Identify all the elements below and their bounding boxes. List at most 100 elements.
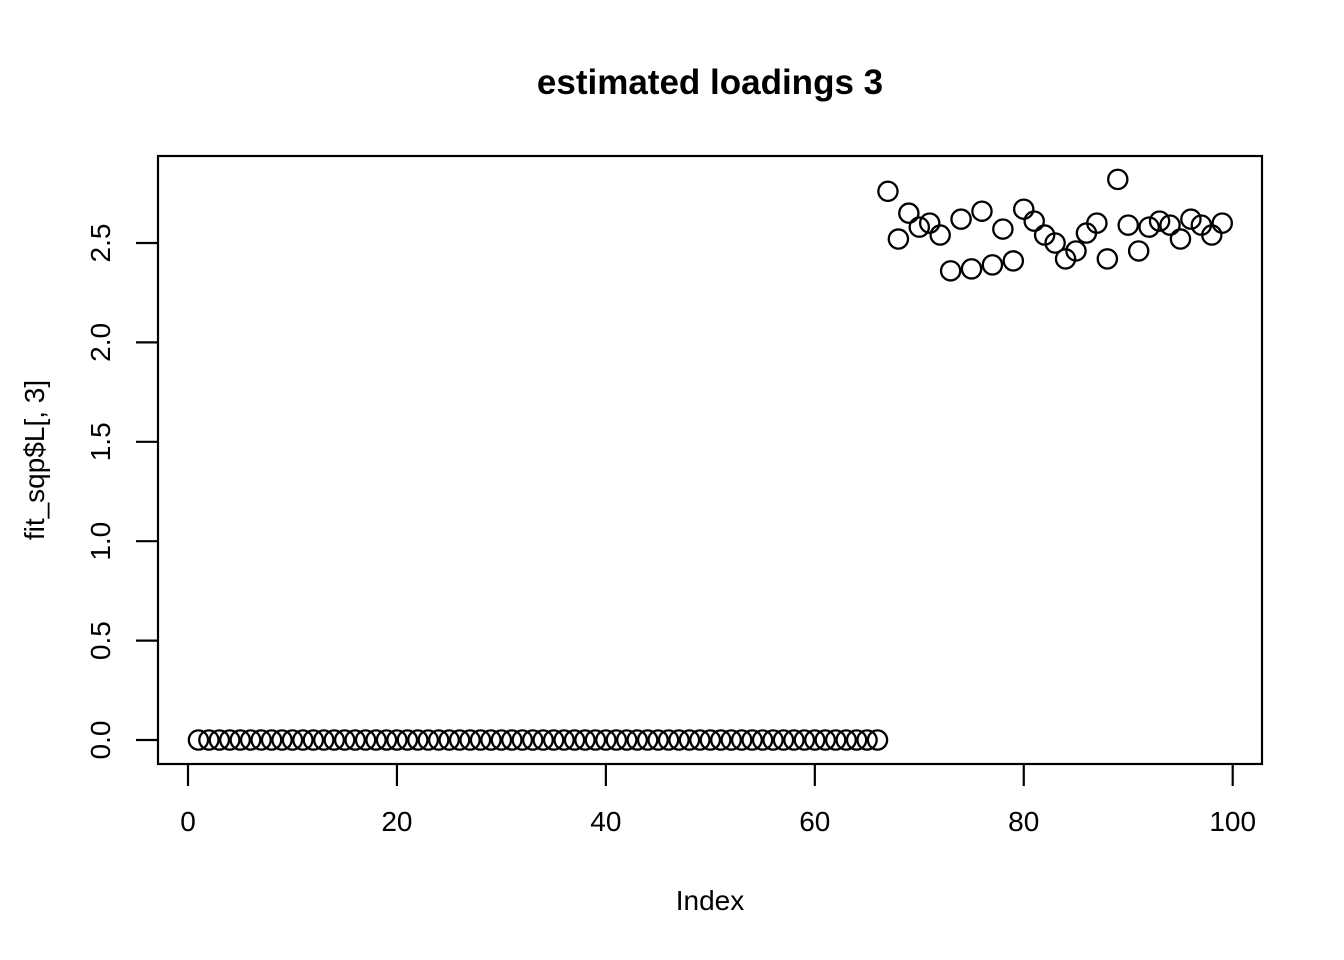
data-point-marker: [302, 729, 325, 751]
data-point-marker: [824, 729, 847, 751]
data-point-marker: [699, 729, 722, 751]
data-point-marker: [563, 729, 586, 751]
data-point-marker: [950, 208, 972, 230]
data-point-marker: [344, 729, 366, 751]
y-tick-label: 0.0: [85, 721, 116, 760]
data-point-marker: [438, 729, 460, 751]
data-point-marker: [783, 729, 805, 751]
data-point-marker: [292, 729, 314, 751]
data-point-marker: [877, 180, 899, 203]
y-tick-label: 1.0: [85, 522, 116, 561]
data-point-marker: [1107, 168, 1129, 191]
y-axis-ticks: 0.0 0.5 1.0 1.5 2.0 2.5: [85, 224, 158, 760]
data-point-marker: [229, 729, 251, 751]
data-point-marker: [908, 216, 931, 238]
data-point-marker: [375, 729, 398, 751]
plot-box: [156, 154, 1264, 766]
x-tick-label: 40: [590, 806, 621, 837]
data-point-marker: [1013, 198, 1035, 220]
data-point-marker: [365, 729, 387, 751]
data-point-marker: [720, 729, 742, 751]
data-point-marker: [1148, 210, 1171, 232]
data-point-marker: [918, 212, 941, 234]
data-point-marker: [981, 254, 1004, 276]
data-point-marker: [532, 729, 554, 751]
data-point-marker: [386, 729, 408, 751]
data-point-marker: [689, 729, 711, 751]
y-tick-label: 0.5: [85, 621, 116, 660]
data-point-marker: [668, 729, 690, 751]
data-point-marker: [1211, 212, 1234, 234]
plot-title: estimated loadings 3: [537, 63, 883, 102]
data-point-marker: [1044, 232, 1066, 254]
y-axis-label: fit_sqp$L[, 3]: [19, 380, 50, 540]
x-tick-label: 100: [1209, 806, 1256, 837]
data-point-marker: [198, 729, 220, 751]
y-tick-label: 1.5: [85, 422, 116, 461]
data-point-marker: [835, 729, 857, 751]
data-point-marker: [898, 202, 920, 224]
data-point-marker: [208, 729, 231, 751]
data-point-marker: [459, 729, 481, 751]
data-point-marker: [511, 729, 534, 751]
x-axis-label: Index: [676, 885, 745, 916]
data-point-marker: [501, 729, 523, 751]
data-point-marker: [480, 729, 502, 751]
data-point-marker: [313, 729, 335, 751]
data-point-marker: [616, 729, 638, 751]
data-point-marker: [1065, 240, 1087, 262]
data-point-marker: [354, 729, 377, 751]
data-point-marker: [657, 729, 680, 751]
data-point-marker: [605, 729, 628, 751]
data-point-marker: [323, 729, 346, 751]
data-points: [187, 168, 1234, 751]
data-point-marker: [1159, 214, 1181, 236]
x-axis-ticks: 0 20 40 60 80 100: [180, 764, 1256, 837]
data-point-marker: [678, 729, 701, 751]
data-point-marker: [333, 729, 356, 751]
y-tick-label: 2.0: [85, 323, 116, 362]
data-point-marker: [866, 729, 889, 751]
data-point-marker: [271, 729, 293, 751]
data-point-marker: [469, 729, 492, 751]
data-point-marker: [187, 729, 210, 751]
data-point-marker: [239, 729, 262, 751]
data-point-marker: [260, 729, 283, 751]
data-point-marker: [992, 218, 1014, 240]
data-point-marker: [250, 729, 272, 751]
data-point-marker: [887, 228, 910, 250]
data-point-marker: [1023, 210, 1045, 232]
data-point-marker: [939, 260, 962, 282]
data-point-marker: [804, 729, 826, 751]
data-point-marker: [522, 729, 544, 751]
data-point-marker: [751, 729, 774, 751]
data-point-marker: [584, 729, 607, 751]
data-point-marker: [929, 224, 951, 246]
data-point-marker: [772, 729, 795, 751]
x-tick-label: 0: [180, 806, 196, 837]
data-point-marker: [1138, 216, 1160, 238]
data-point-marker: [762, 729, 784, 751]
data-point-marker: [407, 729, 429, 751]
data-point-marker: [427, 729, 450, 751]
data-point-marker: [1002, 250, 1025, 272]
data-point-marker: [730, 729, 753, 751]
data-point-marker: [710, 729, 732, 751]
data-point-marker: [647, 729, 669, 751]
y-tick-label: 2.5: [85, 224, 116, 263]
data-point-marker: [741, 729, 763, 751]
data-point-marker: [553, 729, 575, 751]
data-point-marker: [595, 729, 617, 751]
data-point-marker: [448, 729, 471, 751]
x-tick-label: 60: [799, 806, 830, 837]
data-point-marker: [960, 258, 983, 280]
data-point-marker: [1096, 248, 1119, 270]
data-point-marker: [1117, 214, 1139, 236]
data-point-marker: [856, 729, 878, 751]
data-point-marker: [971, 200, 993, 222]
data-point-marker: [1086, 212, 1108, 234]
data-point-marker: [1169, 228, 1192, 250]
data-point-marker: [1127, 240, 1150, 262]
